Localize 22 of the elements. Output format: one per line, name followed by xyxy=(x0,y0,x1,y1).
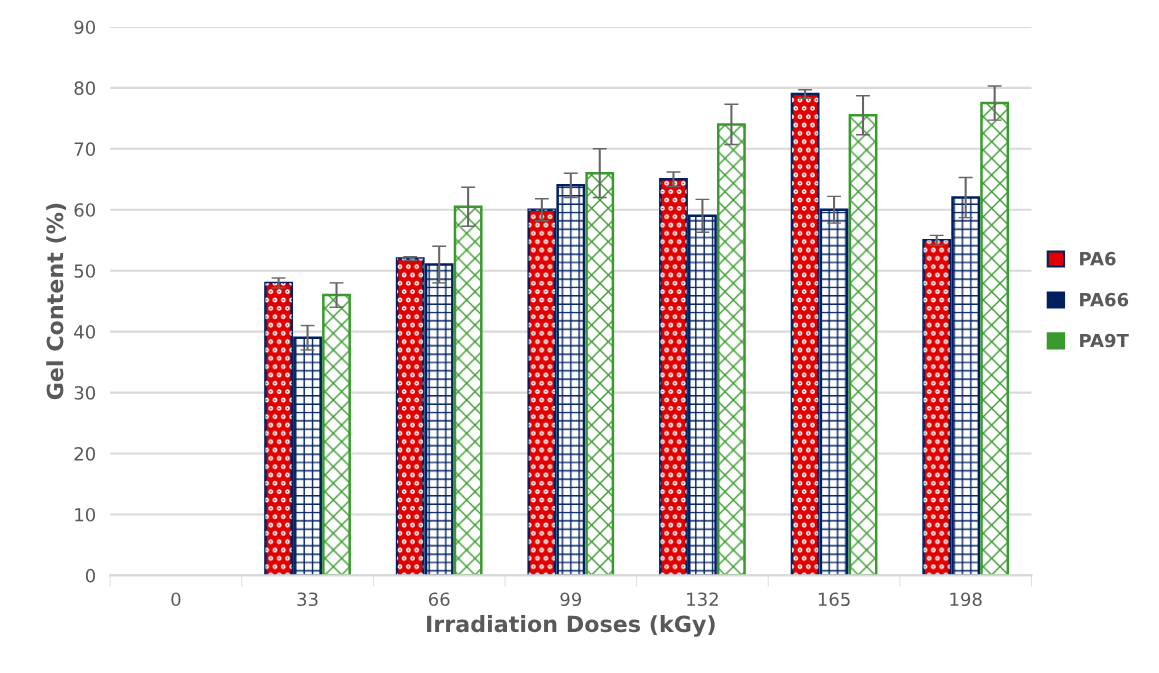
y-tick-label: 0 xyxy=(85,568,96,583)
y-tick-label: 20 xyxy=(74,446,96,461)
y-tick-label: 90 xyxy=(74,20,96,35)
y-axis-title: Gel Content (%) xyxy=(46,203,66,400)
x-tick-label: 66 xyxy=(428,592,450,607)
y-tick-label: 10 xyxy=(75,507,96,522)
legend-label: PA9T xyxy=(1080,333,1129,348)
x-tick-label: 33 xyxy=(297,592,318,607)
x-tick-label: 0 xyxy=(171,592,181,607)
legend-label: PA6 xyxy=(1080,251,1116,266)
y-tick-label: 40 xyxy=(74,325,96,339)
legend-label: PA66 xyxy=(1080,292,1129,307)
x-tick-label: 165 xyxy=(818,592,850,607)
y-tick-label: 80 xyxy=(74,81,96,95)
x-tick-label: 99 xyxy=(560,592,582,607)
x-tick-label: 132 xyxy=(687,592,718,607)
x-tick-label: 198 xyxy=(950,592,982,607)
x-axis-title: Irradiation Doses (kGy) xyxy=(427,615,715,637)
y-tick-label: 70 xyxy=(74,142,96,156)
y-tick-label: 50 xyxy=(74,264,96,278)
y-tick-label: 30 xyxy=(74,386,96,400)
y-tick-label: 60 xyxy=(74,203,96,217)
